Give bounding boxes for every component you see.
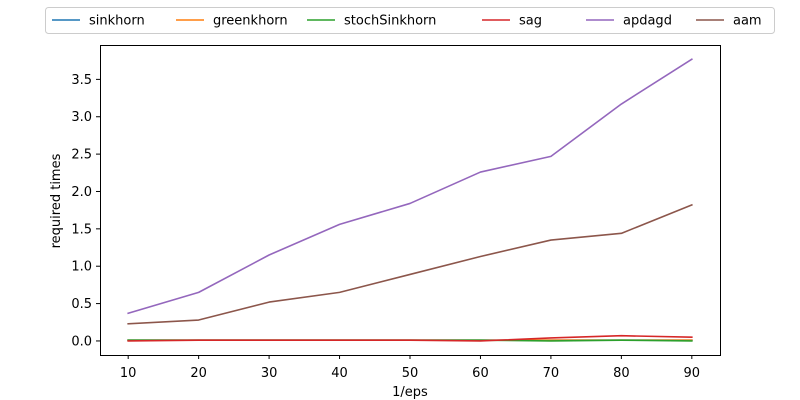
legend-item-stochsinkhorn: stochSinkhorn (307, 14, 436, 29)
legend: sinkhorn greenkhorn stochSinkhorn sag apdagd… (45, 7, 775, 34)
series-line-sag (127, 334, 693, 342)
y-tick-label: 2.0 (71, 185, 92, 200)
x-tick-label: 10 (120, 366, 137, 381)
legend-item-sag: sag (482, 14, 542, 29)
legend-label: apdagd (623, 14, 672, 29)
x-tick-label: 90 (684, 366, 701, 381)
x-axis-label: 1/eps (392, 385, 428, 400)
legend-frame (45, 7, 775, 34)
legend-entries: sinkhorn greenkhorn stochSinkhorn sag apdagd… (52, 14, 762, 29)
x-tick-label: 30 (261, 366, 278, 381)
x-tick-label: 20 (190, 366, 207, 381)
y-tick-label: 3.5 (71, 73, 92, 88)
y-tick-label: 0.5 (71, 297, 92, 312)
legend-label: sinkhorn (89, 14, 145, 29)
y-tick-label: 2.5 (71, 148, 92, 163)
x-tick-label: 60 (472, 366, 489, 381)
y-axis-label: required times (49, 153, 64, 248)
legend-item-greenkhorn: greenkhorn (176, 14, 288, 29)
y-axis-ticks: 0.0 0.5 1.0 1.5 2.0 2.5 3.0 3.5 (71, 73, 100, 349)
y-tick-label: 0.0 (71, 334, 92, 349)
legend-label: aam (733, 14, 762, 29)
legend-label: greenkhorn (213, 14, 288, 29)
legend-item-apdagd: apdagd (586, 14, 672, 29)
legend-label: stochSinkhorn (344, 14, 436, 29)
x-tick-label: 40 (331, 366, 348, 381)
legend-label: sag (519, 14, 542, 29)
x-tick-label: 70 (543, 366, 560, 381)
plot-frame (100, 45, 721, 356)
legend-item-aam: aam (696, 14, 762, 29)
plot-lines (127, 58, 693, 342)
y-tick-label: 3.0 (71, 110, 92, 125)
y-tick-label: 1.5 (71, 222, 92, 237)
legend-item-sinkhorn: sinkhorn (52, 14, 145, 29)
series-line-aam (127, 203, 693, 325)
y-tick-label: 1.0 (71, 260, 92, 275)
x-tick-label: 50 (402, 366, 419, 381)
x-axis-ticks: 10 20 30 40 50 60 70 80 90 (120, 355, 700, 381)
x-tick-label: 80 (613, 366, 630, 381)
series-line-apdagd (127, 58, 693, 315)
